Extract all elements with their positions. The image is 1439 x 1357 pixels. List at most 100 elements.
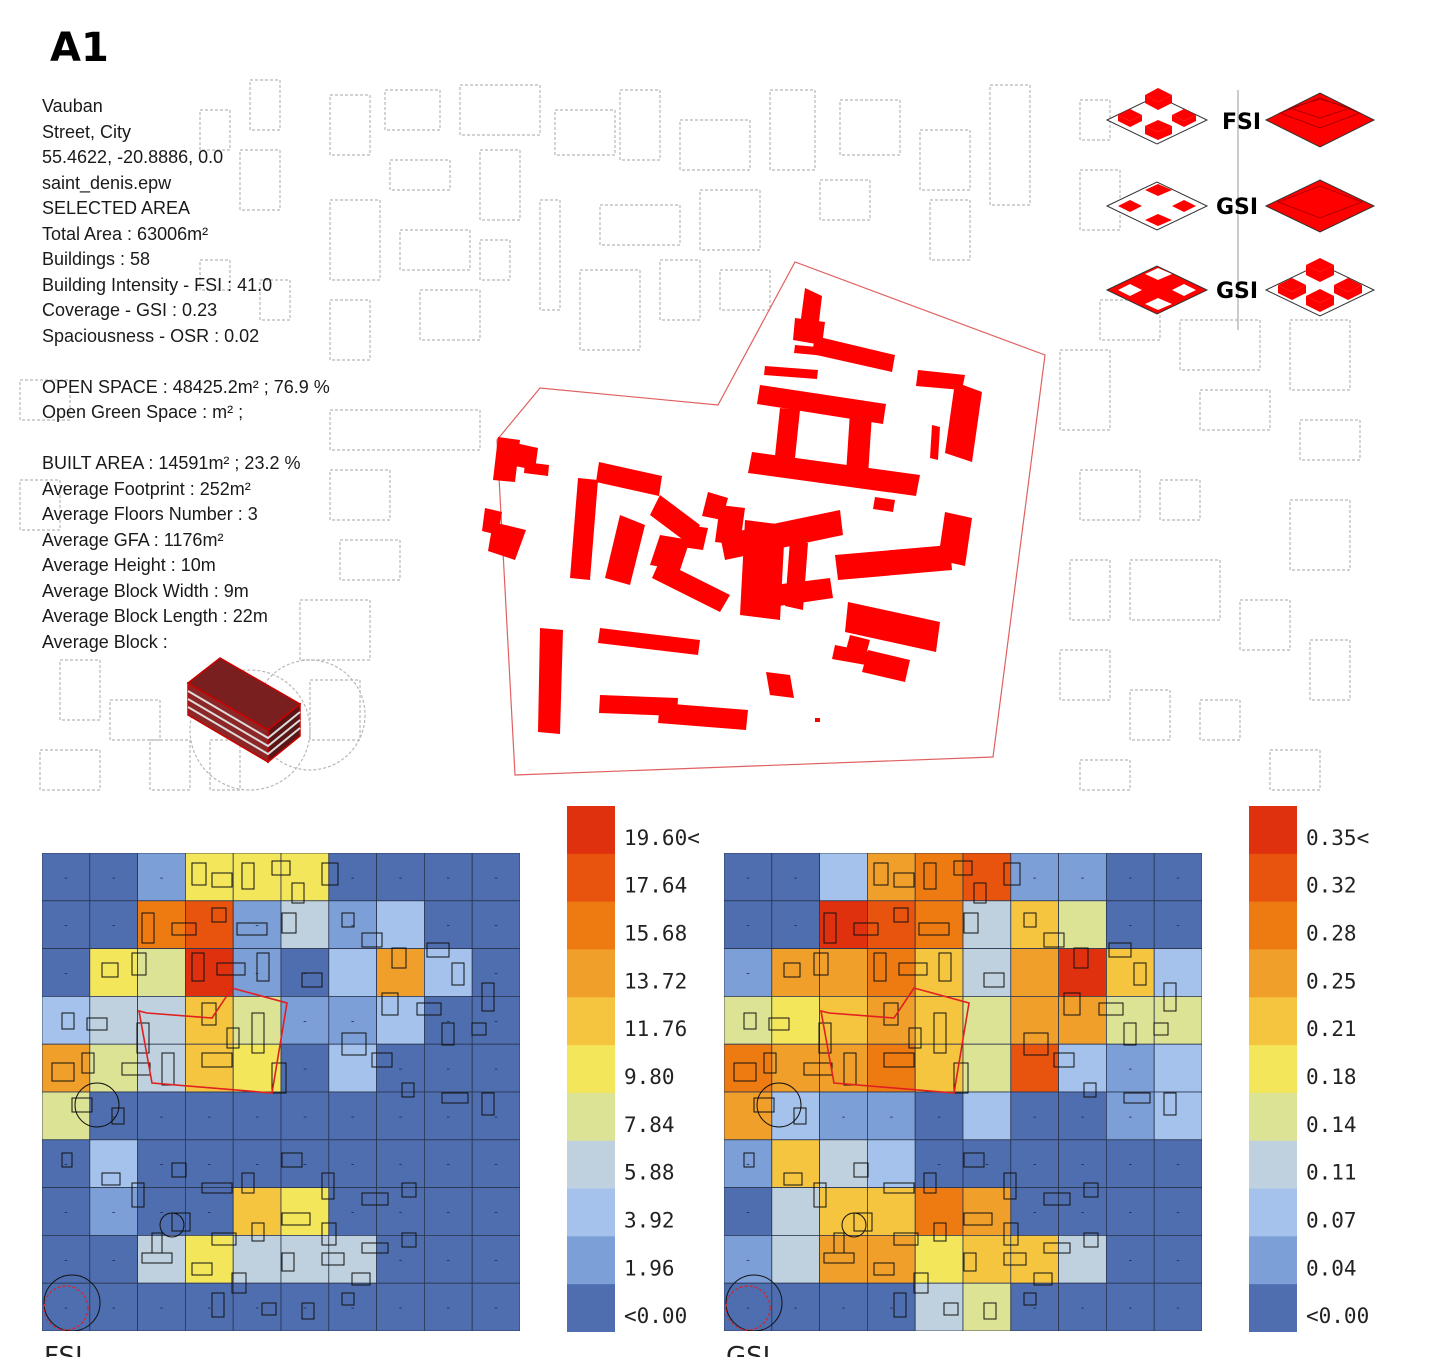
gsi-cell[interactable] [1153, 948, 1202, 997]
fsi-cell[interactable] [376, 995, 425, 1045]
gsi-cell[interactable] [914, 1282, 964, 1331]
gsi-cell[interactable] [1058, 853, 1107, 902]
gsi-cell[interactable] [1010, 995, 1059, 1045]
fsi-cell[interactable] [376, 900, 425, 949]
gsi-cell[interactable] [771, 1091, 820, 1141]
gsi-cell[interactable] [1153, 1139, 1202, 1188]
fsi-cell[interactable] [232, 1234, 282, 1284]
gsi-cell[interactable] [1058, 995, 1107, 1045]
gsi-cell[interactable] [962, 995, 1012, 1045]
gsi-cell[interactable] [724, 1091, 773, 1141]
gsi-cell[interactable] [1058, 900, 1107, 949]
gsi-cell[interactable] [724, 853, 773, 902]
gsi-cell[interactable] [866, 948, 916, 997]
gsi-cell[interactable] [866, 1234, 916, 1284]
gsi-cell[interactable] [866, 900, 916, 949]
fsi-cell[interactable] [42, 995, 91, 1045]
gsi-cell[interactable] [771, 948, 820, 997]
fsi-cell[interactable] [232, 1282, 282, 1331]
gsi-cell[interactable] [1010, 853, 1059, 902]
fsi-cell[interactable] [184, 1139, 234, 1188]
fsi-cell[interactable] [89, 948, 138, 997]
fsi-cell[interactable] [42, 948, 91, 997]
gsi-cell[interactable] [819, 1091, 868, 1141]
fsi-cell[interactable] [42, 1187, 91, 1236]
gsi-cell[interactable] [1105, 948, 1155, 997]
gsi-cell[interactable] [866, 1187, 916, 1236]
fsi-cell[interactable] [376, 1043, 425, 1093]
fsi-cell[interactable] [89, 1139, 138, 1188]
fsi-cell[interactable] [42, 1091, 91, 1141]
fsi-cell[interactable] [89, 1091, 138, 1141]
gsi-cell[interactable] [1105, 1282, 1155, 1331]
fsi-cell[interactable] [423, 1282, 473, 1331]
gsi-cell[interactable] [914, 1091, 964, 1141]
fsi-cell[interactable] [89, 853, 138, 902]
gsi-cell[interactable] [962, 1282, 1012, 1331]
gsi-cell[interactable] [819, 1139, 868, 1188]
gsi-cell[interactable] [1010, 900, 1059, 949]
gsi-cell[interactable] [866, 995, 916, 1045]
gsi-cell[interactable] [1010, 1043, 1059, 1093]
gsi-cell[interactable] [1058, 1091, 1107, 1141]
fsi-cell[interactable] [89, 1234, 138, 1284]
gsi-cell[interactable] [1010, 1282, 1059, 1331]
fsi-cell[interactable] [471, 1282, 520, 1331]
fsi-cell[interactable] [42, 1043, 91, 1093]
fsi-cell[interactable] [137, 853, 186, 902]
gsi-cell[interactable] [819, 900, 868, 949]
fsi-cell[interactable] [471, 995, 520, 1045]
gsi-cell[interactable] [1010, 1139, 1059, 1188]
gsi-cell[interactable] [771, 1187, 820, 1236]
gsi-cell[interactable] [914, 853, 964, 902]
fsi-cell[interactable] [232, 995, 282, 1045]
gsi-cell[interactable] [819, 1282, 868, 1331]
gsi-cell[interactable] [1058, 1282, 1107, 1331]
fsi-cell[interactable] [423, 1091, 473, 1141]
fsi-cell[interactable] [471, 1043, 520, 1093]
fsi-cell[interactable] [280, 1187, 330, 1236]
gsi-cell[interactable] [1153, 1091, 1202, 1141]
gsi-cell[interactable] [1105, 995, 1155, 1045]
fsi-cell[interactable] [328, 1187, 377, 1236]
gsi-cell[interactable] [1153, 1282, 1202, 1331]
fsi-cell[interactable] [137, 1187, 186, 1236]
gsi-cell[interactable] [1010, 948, 1059, 997]
fsi-cell[interactable] [184, 1234, 234, 1284]
gsi-cell[interactable] [914, 900, 964, 949]
gsi-cell[interactable] [1010, 1091, 1059, 1141]
fsi-cell[interactable] [137, 948, 186, 997]
gsi-cell[interactable] [1153, 995, 1202, 1045]
fsi-cell[interactable] [184, 1187, 234, 1236]
gsi-cell[interactable] [1153, 1234, 1202, 1284]
fsi-cell[interactable] [328, 853, 377, 902]
gsi-cell[interactable] [1105, 853, 1155, 902]
fsi-cell[interactable] [423, 1139, 473, 1188]
gsi-cell[interactable] [771, 1139, 820, 1188]
fsi-cell[interactable] [471, 1187, 520, 1236]
gsi-cell[interactable] [914, 995, 964, 1045]
gsi-cell[interactable] [819, 995, 868, 1045]
gsi-cell[interactable] [962, 1043, 1012, 1093]
fsi-cell[interactable] [328, 1282, 377, 1331]
fsi-cell[interactable] [232, 853, 282, 902]
gsi-cell[interactable] [819, 1187, 868, 1236]
fsi-cell[interactable] [89, 1043, 138, 1093]
gsi-cell[interactable] [866, 1139, 916, 1188]
fsi-cell[interactable] [280, 1234, 330, 1284]
gsi-cell[interactable] [1058, 948, 1107, 997]
gsi-cell[interactable] [1105, 1139, 1155, 1188]
fsi-cell[interactable] [280, 1091, 330, 1141]
gsi-cell[interactable] [962, 1091, 1012, 1141]
gsi-cell[interactable] [771, 1043, 820, 1093]
fsi-heatmap[interactable]: - - - - - - - - - - - - - - - - - - - - - - - - - - - - - - - - - - - - - - - -… [42, 853, 520, 1331]
gsi-cell[interactable] [866, 853, 916, 902]
fsi-cell[interactable] [137, 900, 186, 949]
fsi-cell[interactable] [184, 1043, 234, 1093]
gsi-cell[interactable] [819, 948, 868, 997]
gsi-cell[interactable] [771, 1234, 820, 1284]
gsi-cell[interactable] [962, 1234, 1012, 1284]
fsi-cell[interactable] [423, 948, 473, 997]
fsi-cell[interactable] [471, 853, 520, 902]
fsi-cell[interactable] [89, 900, 138, 949]
